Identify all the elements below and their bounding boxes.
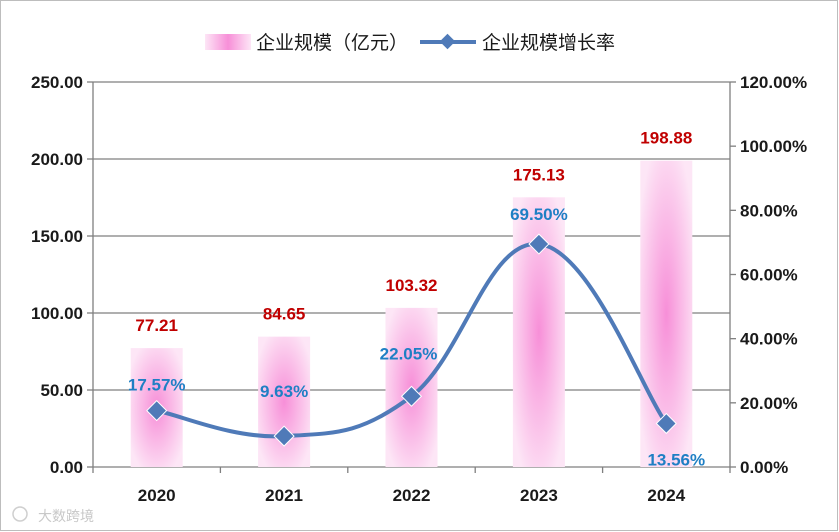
watermark-logo-icon: [12, 506, 28, 522]
x-tick-label: 2024: [647, 486, 685, 505]
x-tick-label: 2022: [393, 486, 431, 505]
legend-line-marker: [439, 33, 456, 50]
grid-layer: [93, 81, 730, 468]
growth-marker: [400, 385, 423, 407]
x-tick-label: 2023: [520, 486, 558, 505]
growth-value-label: 22.05%: [380, 344, 438, 363]
growth-value-label: 13.56%: [647, 450, 705, 469]
label-layer: 77.21 84.65 103.32 175.13 198.88 17.57% 9.63% 2…: [128, 129, 705, 470]
growth-value-label: 69.50%: [510, 205, 568, 224]
y-left-tick-label: 250.00: [31, 73, 83, 92]
y-left-tick-label: 200.00: [31, 150, 83, 169]
axis-layer: 0.00 50.00 100.00 150.00 200.00 250.00 0.00% 20…: [31, 73, 807, 505]
y-left-tick-label: 150.00: [31, 227, 83, 246]
bar: [258, 336, 311, 467]
y-right-tick-label: 20.00%: [740, 394, 798, 413]
bar-value-label: 77.21: [135, 316, 178, 335]
y-left-tick-label: 100.00: [31, 304, 83, 323]
watermark: 大数跨境: [12, 506, 94, 525]
legend-line-label: 企业规模增长率: [482, 32, 615, 54]
y-right-tick-label: 0.00%: [740, 458, 788, 477]
y-right-tick-label: 100.00%: [740, 137, 807, 156]
growth-marker: [273, 425, 295, 447]
growth-marker: [146, 400, 168, 422]
y-left-tick-label: 0.00: [50, 458, 83, 477]
legend: 企业规模（亿元） 企业规模增长率: [205, 32, 615, 54]
y-right-tick-label: 60.00%: [740, 266, 798, 285]
line-layer: [146, 233, 677, 447]
y-right-tick-label: 40.00%: [740, 330, 798, 349]
x-tick-label: 2020: [138, 486, 176, 505]
growth-marker: [655, 412, 677, 435]
bar-value-label: 198.88: [640, 129, 692, 148]
growth-value-label: 17.57%: [128, 376, 186, 395]
bar-value-label: 175.13: [513, 165, 565, 184]
legend-bar-swatch: [205, 34, 251, 50]
bar-value-label: 103.32: [386, 276, 438, 295]
growth-marker: [528, 233, 550, 255]
growth-value-label: 9.63%: [260, 382, 308, 401]
y-right-tick-label: 80.00%: [740, 201, 798, 220]
watermark-text: 大数跨境: [38, 509, 94, 525]
y-left-tick-label: 50.00: [40, 381, 83, 400]
bar-value-label: 84.65: [263, 305, 306, 324]
y-right-tick-label: 120.00%: [740, 73, 807, 92]
growth-line: [156, 242, 668, 439]
legend-bar-label: 企业规模（亿元）: [256, 32, 408, 54]
bar-layer: [130, 160, 693, 467]
x-tick-label: 2021: [265, 486, 303, 505]
